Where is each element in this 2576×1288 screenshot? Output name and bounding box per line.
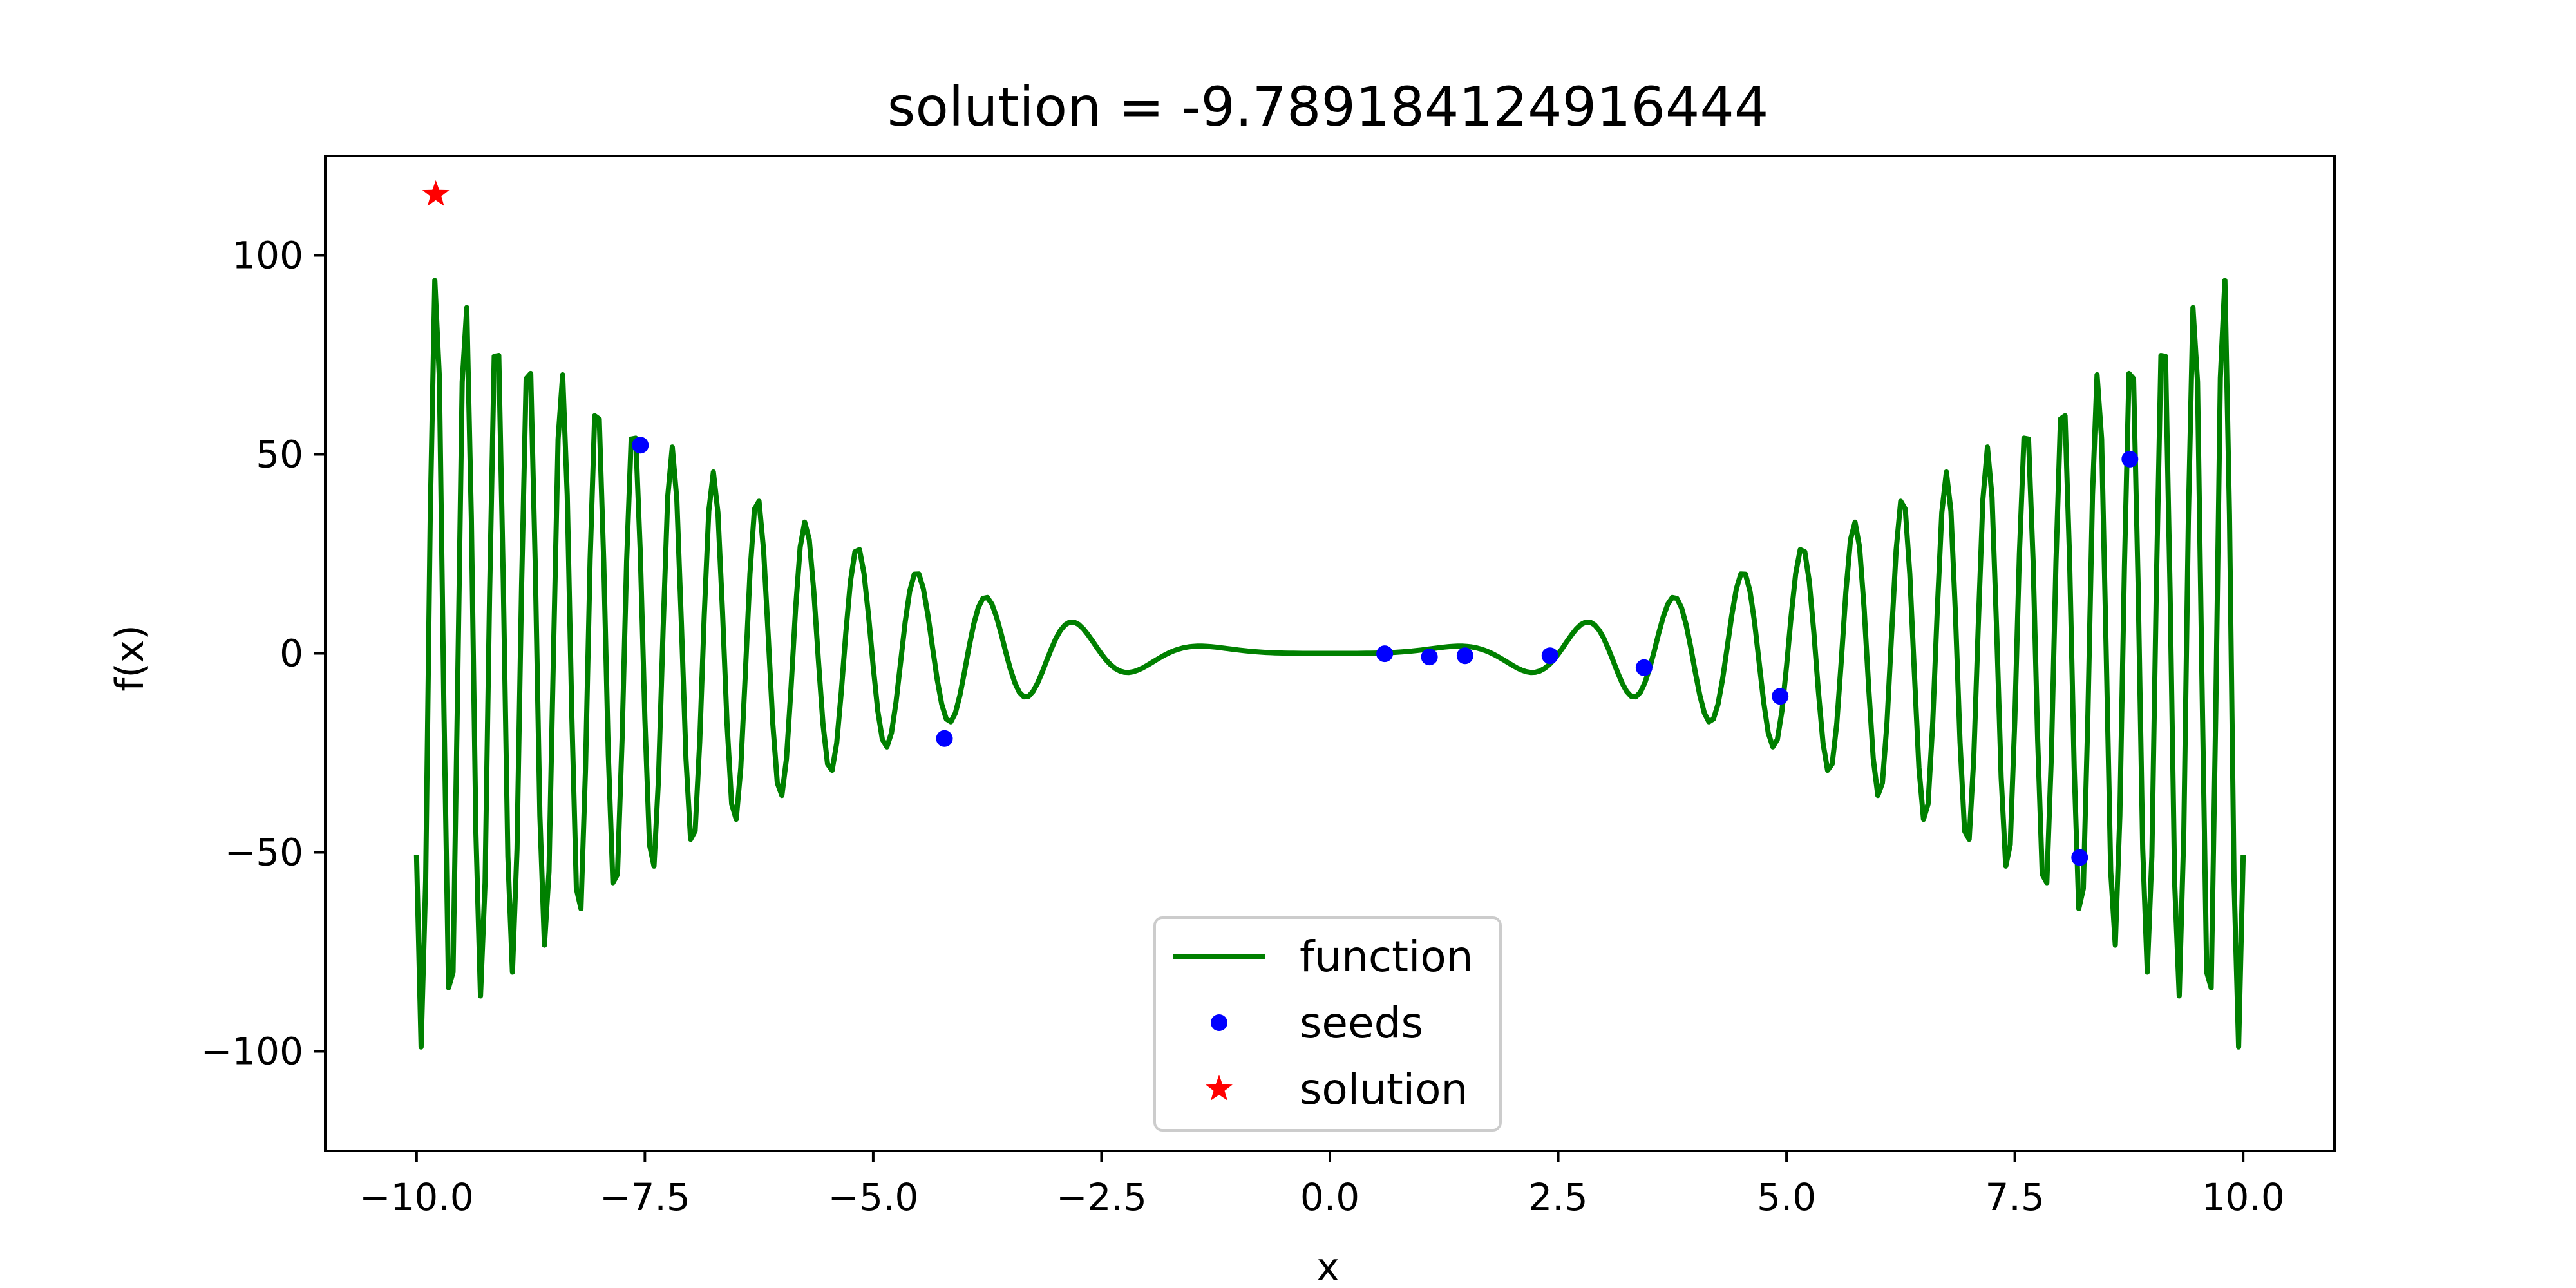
x-tick-label: 10.0 bbox=[2202, 1175, 2285, 1219]
chart-title: solution = -9.789184124916444 bbox=[887, 75, 1769, 138]
y-tick-label: −100 bbox=[201, 1030, 303, 1074]
function-line bbox=[413, 278, 2246, 1050]
x-tick-label: −7.5 bbox=[600, 1175, 690, 1219]
seed-point bbox=[1541, 647, 1558, 665]
x-tick-label: 0.0 bbox=[1300, 1175, 1359, 1219]
y-axis-label: f(x) bbox=[108, 625, 153, 691]
y-tick-label: −50 bbox=[225, 831, 303, 875]
seed-point bbox=[2121, 450, 2139, 468]
seed-point bbox=[1421, 649, 1438, 666]
x-tick-label: −5.0 bbox=[828, 1175, 918, 1219]
solution-point bbox=[422, 180, 450, 206]
legend-frame bbox=[1153, 916, 1502, 1132]
x-tick-label: −2.5 bbox=[1056, 1175, 1147, 1219]
x-tick-label: 7.5 bbox=[1985, 1175, 2045, 1219]
legend-solution-swatch bbox=[1206, 1075, 1233, 1101]
x-tick-label: 5.0 bbox=[1757, 1175, 1816, 1219]
legend-seeds-swatch bbox=[1211, 1014, 1227, 1031]
x-tick-label: 2.5 bbox=[1528, 1175, 1587, 1219]
legend-label-function: function bbox=[1300, 932, 1473, 981]
x-axis-label: x bbox=[1316, 1245, 1340, 1288]
seed-point bbox=[1772, 688, 1789, 705]
seed-point bbox=[1456, 647, 1473, 665]
legend-label-seeds: seeds bbox=[1300, 998, 1423, 1048]
seed-point bbox=[2071, 849, 2088, 866]
legend-label-solution: solution bbox=[1300, 1065, 1468, 1114]
legend: function seeds solution bbox=[1153, 916, 1502, 1132]
y-tick-label: 0 bbox=[279, 632, 303, 676]
seed-point bbox=[1635, 659, 1653, 676]
y-tick-label: 50 bbox=[256, 433, 303, 477]
seed-point bbox=[632, 437, 649, 454]
seed-point bbox=[936, 730, 953, 747]
seed-point bbox=[1376, 645, 1394, 663]
y-tick-label: 100 bbox=[232, 234, 303, 278]
x-tick-label: −10.0 bbox=[359, 1175, 474, 1219]
